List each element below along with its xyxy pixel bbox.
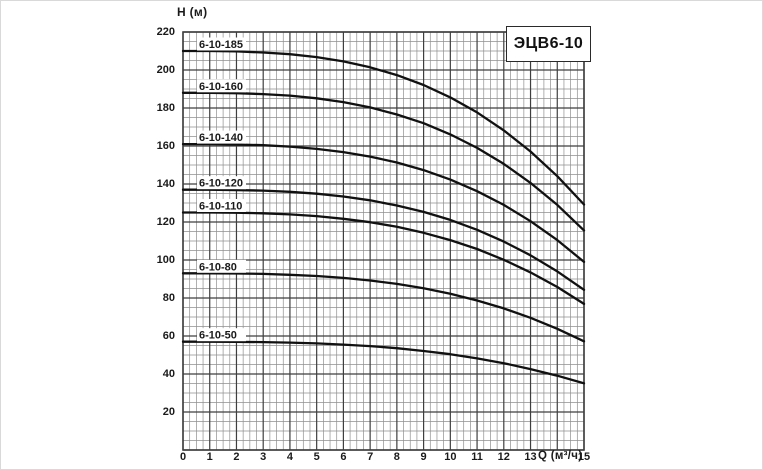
curve-label-6-10-185: 6-10-185 xyxy=(199,39,243,51)
y-tick-label-140: 140 xyxy=(156,178,175,190)
curve-6-10-110 xyxy=(181,211,586,306)
y-tick-label-200: 200 xyxy=(156,64,175,76)
curve-label-6-10-80: 6-10-80 xyxy=(199,261,237,273)
y-tick-label-40: 40 xyxy=(162,368,175,380)
y-tick-label-160: 160 xyxy=(156,140,175,152)
x-tick-label-10: 10 xyxy=(444,451,457,463)
curve-label-bg xyxy=(197,37,246,51)
plot-border xyxy=(182,31,585,451)
y-tick-label-100: 100 xyxy=(156,254,175,266)
curve-label-6-10-120: 6-10-120 xyxy=(199,178,243,190)
curve-label-bg xyxy=(197,79,246,93)
pump-model-label: ЭЦВ6-10 xyxy=(513,35,584,52)
y-tick-label-60: 60 xyxy=(162,330,175,342)
curve-6-10-160 xyxy=(181,91,586,232)
x-tick-label-13: 13 xyxy=(524,451,537,463)
curve-6-10-50 xyxy=(181,340,586,385)
y-tick-label-80: 80 xyxy=(162,292,175,304)
curve-label-bg xyxy=(197,199,246,212)
x-tick-label-9: 9 xyxy=(420,451,427,463)
curve-label-bg xyxy=(197,176,246,190)
x-tick-label-12: 12 xyxy=(497,451,510,463)
x-tick-label-4: 4 xyxy=(286,451,293,463)
x-tick-label-1: 1 xyxy=(206,451,213,463)
x-tick-label-0: 0 xyxy=(179,451,187,463)
y-tick-label-120: 120 xyxy=(156,216,175,228)
curve-label-6-10-50: 6-10-50 xyxy=(199,330,237,342)
curve-label-6-10-110: 6-10-110 xyxy=(199,201,242,213)
x-tick-label-5: 5 xyxy=(313,451,320,463)
curve-label-6-10-160: 6-10-160 xyxy=(199,81,243,93)
x-tick-label-11: 11 xyxy=(471,451,483,463)
curve-6-10-80 xyxy=(181,272,586,343)
curve-label-bg xyxy=(197,130,246,144)
y-tick-label-220: 220 xyxy=(156,26,175,38)
x-tick-label-2: 2 xyxy=(233,451,240,463)
curve-label-bg xyxy=(197,259,246,273)
x-tick-label-3: 3 xyxy=(260,451,267,463)
pump-model-badge: ЭЦВ6-10 xyxy=(506,26,591,62)
x-tick-label-15: 15 xyxy=(577,451,591,463)
y-axis-title: H (м) xyxy=(177,5,208,19)
curve-label-bg xyxy=(197,328,246,342)
curve-label-6-10-140: 6-10-140 xyxy=(199,132,243,144)
x-axis-title: Q (м³/ч) xyxy=(538,450,583,462)
y-tick-label-180: 180 xyxy=(156,102,175,114)
x-tick-label-7: 7 xyxy=(367,451,374,463)
curve-6-10-120 xyxy=(181,188,586,291)
curve-6-10-185 xyxy=(181,49,586,206)
x-tick-label-6: 6 xyxy=(340,451,347,463)
curve-6-10-140 xyxy=(181,142,586,264)
x-tick-label-8: 8 xyxy=(393,451,400,463)
y-tick-label-20: 20 xyxy=(162,406,175,418)
